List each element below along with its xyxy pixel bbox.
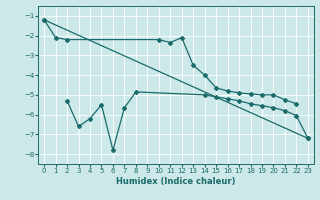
X-axis label: Humidex (Indice chaleur): Humidex (Indice chaleur): [116, 177, 236, 186]
